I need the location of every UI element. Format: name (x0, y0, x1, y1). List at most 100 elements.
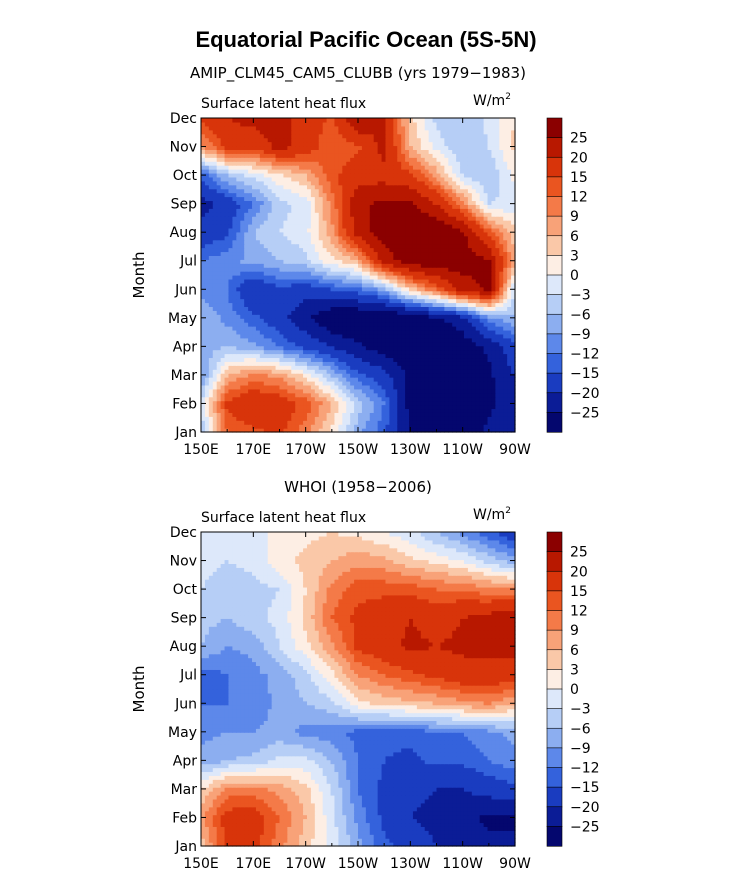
heatmap-cell (369, 400, 375, 406)
heatmap-cell (460, 400, 465, 406)
heatmap-cell (369, 404, 375, 410)
heatmap-cell (224, 404, 230, 410)
heatmap-cell (358, 341, 363, 347)
heatmap-cell (467, 369, 473, 374)
heatmap-cell (385, 400, 390, 406)
heatmap-cell (350, 271, 355, 276)
heatmap-cell (358, 251, 363, 256)
heatmap-cell (263, 298, 269, 304)
heatmap-cell (389, 384, 394, 390)
heatmap-cell (314, 314, 320, 319)
heatmap-cell (216, 322, 222, 327)
heatmap-cell (303, 384, 308, 390)
heatmap-cell (252, 337, 257, 343)
heatmap-cell (283, 255, 288, 260)
heatmap-cell (314, 267, 320, 272)
heatmap-cell (236, 239, 241, 245)
heatmap-cell (259, 243, 265, 249)
heatmap-cell (303, 286, 308, 292)
heatmap-cell (255, 188, 261, 194)
heatmap-cell (232, 243, 237, 249)
heatmap-cell (420, 412, 426, 417)
heatmap-cell (267, 349, 273, 355)
heatmap-cell (428, 294, 434, 300)
heatmap-cell (432, 239, 438, 245)
heatmap-cell (381, 400, 387, 406)
heatmap-cell (389, 275, 394, 280)
heatmap-cell (507, 278, 512, 284)
heatmap-cell (318, 353, 324, 359)
heatmap-cell (365, 349, 371, 355)
heatmap-cell (346, 204, 351, 209)
heatmap-cell (248, 373, 253, 378)
heatmap-cell (322, 369, 328, 374)
heatmap-cell (350, 408, 355, 413)
heatmap-cell (420, 310, 426, 315)
heatmap-cell (381, 200, 387, 205)
heatmap-cell (507, 275, 512, 280)
heatmap-cell (318, 388, 324, 394)
heatmap-cell (220, 412, 226, 417)
heatmap-cell (314, 192, 320, 198)
heatmap-cell (401, 337, 406, 343)
heatmap-cell (495, 223, 500, 229)
heatmap-cell (244, 184, 249, 190)
heatmap-cell (212, 341, 218, 347)
heatmap-cell (350, 384, 355, 390)
heatmap-cell (377, 388, 383, 394)
heatmap-cell (236, 196, 241, 202)
heatmap-cell (373, 231, 379, 237)
heatmap-cell (467, 384, 473, 390)
heatmap-cell (354, 318, 359, 323)
heatmap-cell (224, 243, 230, 249)
heatmap-cell (224, 353, 230, 359)
heatmap-cell (326, 267, 332, 272)
heatmap-cell (271, 223, 277, 229)
heatmap-cell (424, 278, 430, 284)
heatmap-cell (248, 239, 253, 245)
heatmap-cell (420, 286, 426, 292)
heatmap-cell (326, 310, 332, 315)
heatmap-cell (389, 192, 394, 198)
heatmap-cell (248, 306, 253, 311)
heatmap-cell (318, 212, 324, 217)
heatmap-cell (483, 377, 489, 382)
heatmap-cell (330, 282, 336, 288)
heatmap-cell (456, 188, 461, 194)
heatmap-cell (467, 349, 473, 355)
heatmap-cell (440, 353, 445, 359)
heatmap-cell (267, 227, 273, 233)
heatmap-cell (201, 223, 206, 229)
heatmap-cell (369, 192, 375, 198)
heatmap-cell (354, 255, 359, 260)
heatmap-cell (487, 428, 493, 433)
heatmap-cell (267, 235, 273, 241)
heatmap-cell (279, 216, 285, 221)
heatmap-cell (479, 416, 485, 421)
heatmap-cell (369, 251, 375, 256)
heatmap-cell (334, 188, 339, 194)
heatmap-cell (208, 373, 214, 378)
heatmap-cell (228, 259, 233, 264)
heatmap-cell (463, 365, 469, 370)
heatmap-cell (212, 263, 218, 268)
heatmap-cell (228, 365, 233, 370)
heatmap-cell (358, 361, 363, 366)
heatmap-cell (436, 329, 442, 335)
heatmap-cell (405, 208, 410, 213)
heatmap-cell (420, 271, 426, 276)
heatmap-cell (306, 416, 312, 421)
heatmap-cell (495, 216, 500, 221)
heatmap-cell (467, 251, 473, 256)
heatmap-cell (361, 380, 367, 386)
heatmap-cell (487, 196, 493, 202)
heatmap-cell (385, 223, 390, 229)
heatmap-cell (271, 396, 277, 402)
heatmap-cell (279, 333, 285, 339)
heatmap-cell (275, 306, 281, 311)
heatmap-cell (460, 271, 465, 276)
heatmap-cell (310, 384, 316, 390)
heatmap-cell (287, 196, 292, 202)
heatmap-cell (424, 380, 430, 386)
heatmap-cell (346, 200, 351, 205)
